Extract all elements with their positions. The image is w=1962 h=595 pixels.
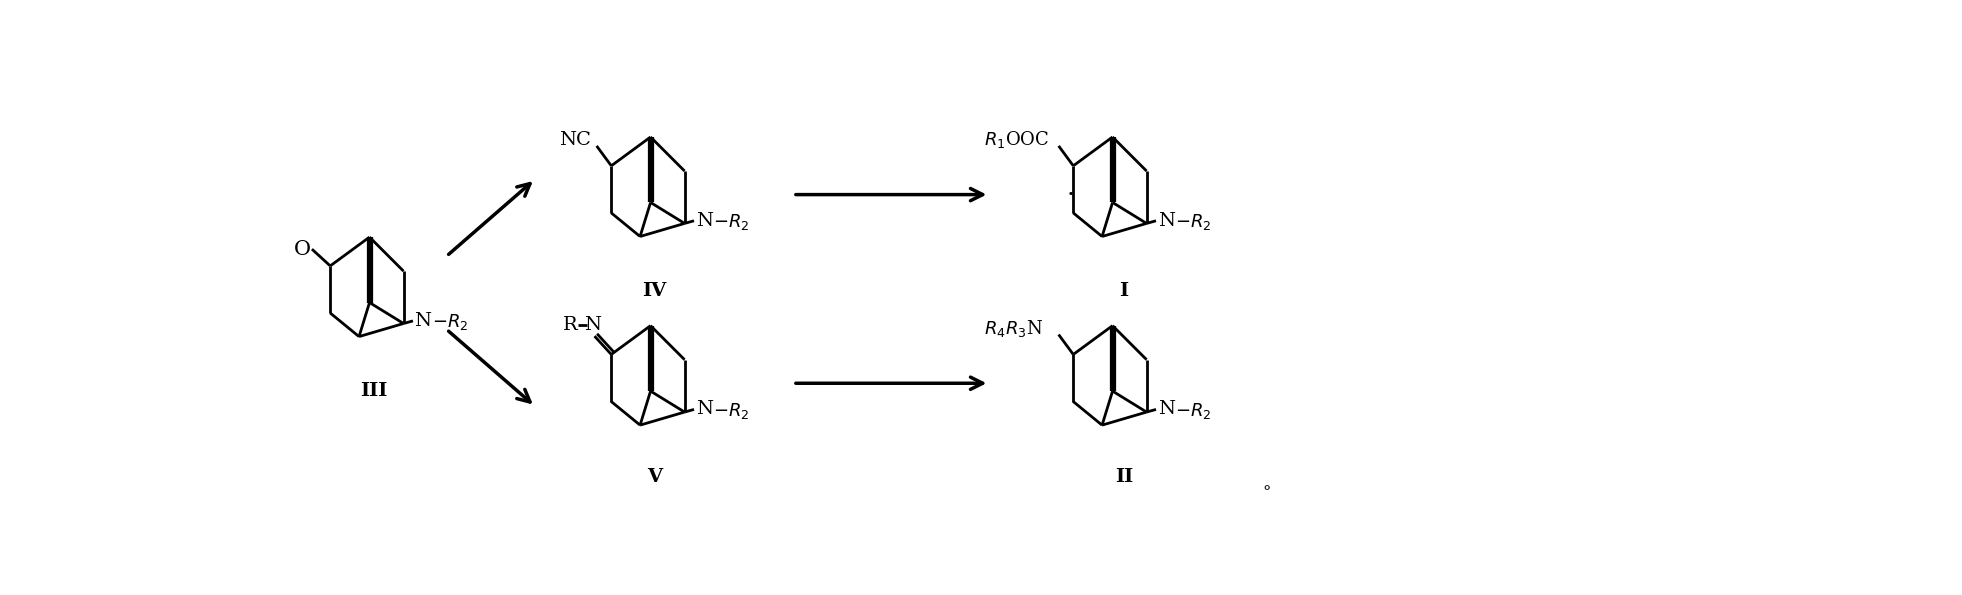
Text: .: . [1065,177,1075,200]
Text: N: N [1158,212,1175,230]
Text: N: N [414,312,432,330]
Text: $R_1$OOC: $R_1$OOC [983,129,1050,151]
Text: $R_4R_3$N: $R_4R_3$N [985,318,1044,339]
Text: IV: IV [642,282,667,300]
Text: NC: NC [559,131,591,149]
Text: I: I [1120,282,1128,300]
Text: N: N [697,400,712,418]
Text: $-R_2$: $-R_2$ [714,212,749,232]
Text: N: N [697,212,712,230]
Text: V: V [647,468,661,486]
Text: $-R_2$: $-R_2$ [432,312,469,333]
Text: R: R [563,317,577,334]
Text: II: II [1114,468,1134,486]
Text: °: ° [1262,484,1271,501]
Text: III: III [359,382,387,400]
Text: $-R_2$: $-R_2$ [1175,401,1213,421]
Text: N: N [1158,400,1175,418]
Text: N: N [585,317,602,334]
Text: $-R_2$: $-R_2$ [1175,212,1213,232]
Text: $-R_2$: $-R_2$ [714,401,749,421]
Text: O: O [294,240,312,259]
